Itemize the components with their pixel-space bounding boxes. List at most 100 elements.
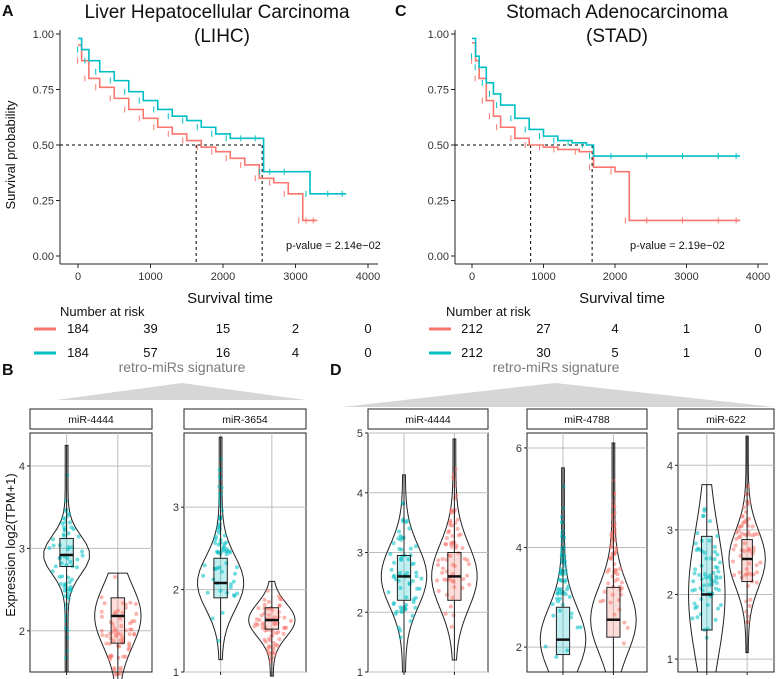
data-point	[62, 527, 67, 532]
data-point	[100, 614, 105, 619]
data-point	[62, 594, 67, 599]
data-point	[758, 560, 763, 565]
violin-ylabel: Expression log2(TPM+1)	[3, 473, 18, 616]
data-point	[449, 624, 454, 629]
km-curve-red	[78, 44, 318, 222]
facet-strip	[677, 408, 775, 430]
data-point	[747, 603, 752, 608]
data-point	[750, 524, 755, 529]
data-point	[467, 582, 472, 587]
data-point	[118, 671, 123, 676]
violin-outline	[248, 580, 296, 677]
data-point	[452, 585, 457, 590]
km-xtick-label: 3000	[283, 271, 307, 283]
data-point	[222, 541, 227, 546]
km-title-lihc-sub: (LIHC)	[194, 26, 250, 47]
ytick-label: 1	[357, 667, 363, 679]
data-point	[707, 538, 712, 543]
data-point	[100, 633, 105, 638]
data-point	[746, 571, 751, 576]
data-point	[399, 557, 404, 562]
data-point	[715, 534, 720, 539]
data-point	[60, 574, 65, 579]
km-plot-stad: 0.00 0.25 0.50 0.75 1.00 0 1000 2000 3000 4000	[428, 29, 771, 283]
data-point	[754, 563, 759, 568]
data-point	[217, 565, 222, 570]
data-point	[134, 611, 139, 616]
data-point	[732, 573, 737, 578]
data-point	[109, 654, 114, 659]
data-point	[404, 595, 409, 600]
data-point	[694, 604, 699, 609]
data-point	[220, 610, 225, 615]
data-point	[66, 592, 71, 597]
data-point	[51, 543, 56, 548]
facet-strip-label: miR-4444	[68, 414, 114, 426]
data-point	[63, 498, 68, 503]
data-point	[272, 615, 277, 620]
violin-outline	[197, 436, 245, 661]
data-point	[215, 549, 220, 554]
data-point	[410, 578, 415, 583]
data-point	[449, 510, 454, 515]
ytick-label: 2	[667, 589, 673, 601]
facet-panel	[677, 432, 775, 673]
data-point	[50, 537, 55, 542]
data-point	[744, 599, 749, 604]
km-xtick-label: 1000	[138, 271, 162, 283]
data-point	[120, 635, 125, 640]
data-point	[65, 635, 70, 640]
data-point	[399, 610, 404, 615]
data-point	[99, 628, 104, 633]
data-point	[602, 589, 607, 594]
box	[110, 597, 126, 644]
data-point	[123, 654, 128, 659]
km-ytick-label: 0.25	[33, 196, 54, 208]
risk-count: 0	[754, 345, 761, 360]
km-ytick-label: 0.00	[428, 251, 449, 263]
data-point	[210, 616, 215, 621]
data-point	[563, 571, 568, 576]
data-point	[741, 521, 746, 526]
data-point	[266, 599, 271, 604]
km-xtick-label: 1000	[531, 271, 555, 283]
data-point	[120, 610, 125, 615]
data-point	[692, 587, 697, 592]
data-point	[692, 571, 697, 576]
data-point	[450, 595, 455, 600]
data-point	[605, 569, 610, 574]
data-point	[262, 602, 267, 607]
data-point	[392, 560, 397, 565]
data-point	[104, 633, 109, 638]
data-point	[715, 565, 720, 570]
data-point	[64, 655, 69, 660]
facet-strip-label: miR-622	[706, 414, 746, 426]
data-point	[228, 585, 233, 590]
risk-table-stad: 212 27 4 1 0 212 30 5 1 0	[429, 321, 762, 360]
facet-panel	[526, 432, 648, 673]
data-point	[578, 625, 583, 630]
data-point	[228, 582, 233, 587]
risk-count: 184	[67, 321, 89, 336]
data-point	[272, 621, 277, 626]
data-point	[610, 592, 615, 597]
data-point	[712, 549, 717, 554]
data-point	[440, 556, 445, 561]
ytick-label: 2	[19, 626, 25, 638]
data-point	[216, 525, 221, 530]
data-point	[216, 638, 221, 643]
panel-label-c: C	[395, 3, 407, 20]
data-point	[712, 544, 717, 549]
data-point	[266, 613, 271, 618]
data-point	[745, 614, 750, 619]
data-point	[231, 579, 236, 584]
data-point	[411, 561, 416, 566]
data-point	[455, 526, 460, 531]
data-point	[63, 625, 68, 630]
risk-title-lihc: Number at risk	[60, 304, 145, 319]
data-point	[127, 641, 132, 646]
data-point	[260, 622, 265, 627]
km-title-lihc: Liver Hepatocellular Carcinoma	[84, 2, 349, 23]
data-point	[575, 625, 580, 630]
km-plot-lihc: 0.00 0.25 0.50 0.75 1.00 0 1000 2000 3000 4000	[33, 29, 381, 283]
